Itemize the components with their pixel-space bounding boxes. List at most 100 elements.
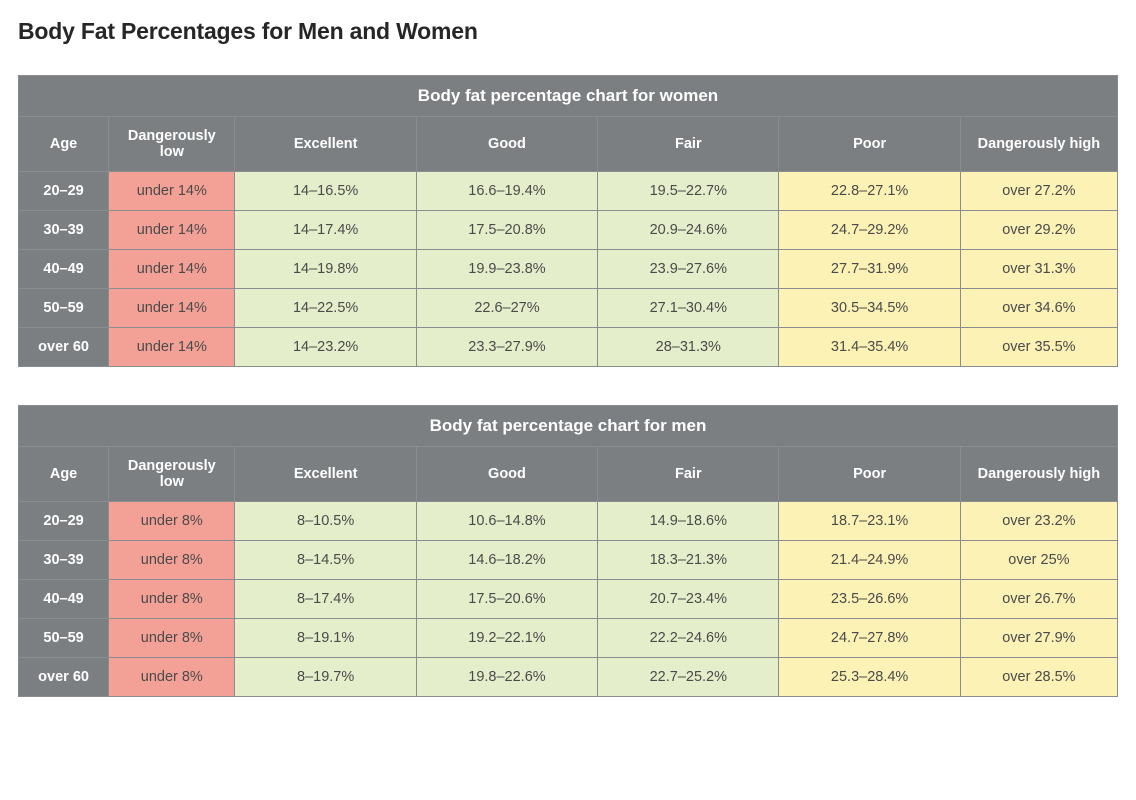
col-header-low: Dangerously low bbox=[109, 117, 235, 172]
value-cell: 8–19.1% bbox=[235, 619, 416, 658]
value-cell: 10.6–14.8% bbox=[416, 502, 597, 541]
value-cell: 14–22.5% bbox=[235, 289, 416, 328]
age-cell: over 60 bbox=[19, 658, 109, 697]
value-cell: 19.5–22.7% bbox=[598, 172, 779, 211]
value-cell: 14–17.4% bbox=[235, 211, 416, 250]
value-cell: 18.3–21.3% bbox=[598, 541, 779, 580]
value-cell: under 14% bbox=[109, 211, 235, 250]
value-cell: 14–16.5% bbox=[235, 172, 416, 211]
table-row: 50–59under 8%8–19.1%19.2–22.1%22.2–24.6%… bbox=[19, 619, 1118, 658]
value-cell: 27.1–30.4% bbox=[598, 289, 779, 328]
table-row: 30–39under 8%8–14.5%14.6–18.2%18.3–21.3%… bbox=[19, 541, 1118, 580]
age-cell: 40–49 bbox=[19, 250, 109, 289]
value-cell: 8–17.4% bbox=[235, 580, 416, 619]
value-cell: 24.7–29.2% bbox=[779, 211, 960, 250]
col-header-excellent: Excellent bbox=[235, 447, 416, 502]
col-header-high: Dangerously high bbox=[960, 117, 1117, 172]
table-row: over 60under 8%8–19.7%19.8–22.6%22.7–25.… bbox=[19, 658, 1118, 697]
value-cell: 23.3–27.9% bbox=[416, 328, 597, 367]
value-cell: 22.8–27.1% bbox=[779, 172, 960, 211]
value-cell: 22.7–25.2% bbox=[598, 658, 779, 697]
value-cell: 20.7–23.4% bbox=[598, 580, 779, 619]
col-header-high: Dangerously high bbox=[960, 447, 1117, 502]
value-cell: under 14% bbox=[109, 250, 235, 289]
value-cell: over 35.5% bbox=[960, 328, 1117, 367]
value-cell: 19.8–22.6% bbox=[416, 658, 597, 697]
table-title: Body fat percentage chart for women bbox=[19, 76, 1118, 117]
value-cell: over 26.7% bbox=[960, 580, 1117, 619]
value-cell: over 31.3% bbox=[960, 250, 1117, 289]
value-cell: over 23.2% bbox=[960, 502, 1117, 541]
value-cell: 19.2–22.1% bbox=[416, 619, 597, 658]
col-header-good: Good bbox=[416, 447, 597, 502]
age-cell: 20–29 bbox=[19, 172, 109, 211]
value-cell: 14.6–18.2% bbox=[416, 541, 597, 580]
value-cell: 8–10.5% bbox=[235, 502, 416, 541]
table-row: 30–39under 14%14–17.4%17.5–20.8%20.9–24.… bbox=[19, 211, 1118, 250]
value-cell: under 14% bbox=[109, 328, 235, 367]
value-cell: 28–31.3% bbox=[598, 328, 779, 367]
value-cell: over 34.6% bbox=[960, 289, 1117, 328]
table-body-men: 20–29under 8%8–10.5%10.6–14.8%14.9–18.6%… bbox=[19, 502, 1118, 697]
col-header-poor: Poor bbox=[779, 117, 960, 172]
value-cell: 19.9–23.8% bbox=[416, 250, 597, 289]
page-title: Body Fat Percentages for Men and Women bbox=[18, 18, 1118, 45]
value-cell: 22.6–27% bbox=[416, 289, 597, 328]
age-cell: 50–59 bbox=[19, 289, 109, 328]
value-cell: 24.7–27.8% bbox=[779, 619, 960, 658]
value-cell: 14.9–18.6% bbox=[598, 502, 779, 541]
table-title: Body fat percentage chart for men bbox=[19, 406, 1118, 447]
value-cell: 25.3–28.4% bbox=[779, 658, 960, 697]
value-cell: 22.2–24.6% bbox=[598, 619, 779, 658]
value-cell: 8–19.7% bbox=[235, 658, 416, 697]
body-fat-table-men: Body fat percentage chart for men Age Da… bbox=[18, 405, 1118, 697]
value-cell: 14–19.8% bbox=[235, 250, 416, 289]
age-cell: 20–29 bbox=[19, 502, 109, 541]
col-header-age: Age bbox=[19, 117, 109, 172]
value-cell: 30.5–34.5% bbox=[779, 289, 960, 328]
table-row: 40–49under 8%8–17.4%17.5–20.6%20.7–23.4%… bbox=[19, 580, 1118, 619]
age-cell: over 60 bbox=[19, 328, 109, 367]
value-cell: over 28.5% bbox=[960, 658, 1117, 697]
table-row: 20–29under 8%8–10.5%10.6–14.8%14.9–18.6%… bbox=[19, 502, 1118, 541]
table-row: over 60under 14%14–23.2%23.3–27.9%28–31.… bbox=[19, 328, 1118, 367]
value-cell: 23.5–26.6% bbox=[779, 580, 960, 619]
value-cell: 17.5–20.6% bbox=[416, 580, 597, 619]
value-cell: 16.6–19.4% bbox=[416, 172, 597, 211]
col-header-excellent: Excellent bbox=[235, 117, 416, 172]
value-cell: 14–23.2% bbox=[235, 328, 416, 367]
value-cell: over 27.9% bbox=[960, 619, 1117, 658]
value-cell: 18.7–23.1% bbox=[779, 502, 960, 541]
value-cell: 17.5–20.8% bbox=[416, 211, 597, 250]
value-cell: over 29.2% bbox=[960, 211, 1117, 250]
age-cell: 50–59 bbox=[19, 619, 109, 658]
age-cell: 30–39 bbox=[19, 211, 109, 250]
value-cell: under 8% bbox=[109, 658, 235, 697]
table-row: 40–49under 14%14–19.8%19.9–23.8%23.9–27.… bbox=[19, 250, 1118, 289]
col-header-age: Age bbox=[19, 447, 109, 502]
value-cell: 31.4–35.4% bbox=[779, 328, 960, 367]
value-cell: under 8% bbox=[109, 541, 235, 580]
col-header-low: Dangerously low bbox=[109, 447, 235, 502]
body-fat-table-women: Body fat percentage chart for women Age … bbox=[18, 75, 1118, 367]
col-header-good: Good bbox=[416, 117, 597, 172]
value-cell: under 14% bbox=[109, 289, 235, 328]
col-header-poor: Poor bbox=[779, 447, 960, 502]
value-cell: 27.7–31.9% bbox=[779, 250, 960, 289]
value-cell: 21.4–24.9% bbox=[779, 541, 960, 580]
table-body-women: 20–29under 14%14–16.5%16.6–19.4%19.5–22.… bbox=[19, 172, 1118, 367]
age-cell: 30–39 bbox=[19, 541, 109, 580]
col-header-fair: Fair bbox=[598, 117, 779, 172]
value-cell: under 14% bbox=[109, 172, 235, 211]
value-cell: 23.9–27.6% bbox=[598, 250, 779, 289]
value-cell: under 8% bbox=[109, 580, 235, 619]
table-row: 50–59under 14%14–22.5%22.6–27%27.1–30.4%… bbox=[19, 289, 1118, 328]
age-cell: 40–49 bbox=[19, 580, 109, 619]
value-cell: 20.9–24.6% bbox=[598, 211, 779, 250]
col-header-fair: Fair bbox=[598, 447, 779, 502]
value-cell: over 27.2% bbox=[960, 172, 1117, 211]
value-cell: under 8% bbox=[109, 502, 235, 541]
value-cell: over 25% bbox=[960, 541, 1117, 580]
value-cell: under 8% bbox=[109, 619, 235, 658]
table-row: 20–29under 14%14–16.5%16.6–19.4%19.5–22.… bbox=[19, 172, 1118, 211]
